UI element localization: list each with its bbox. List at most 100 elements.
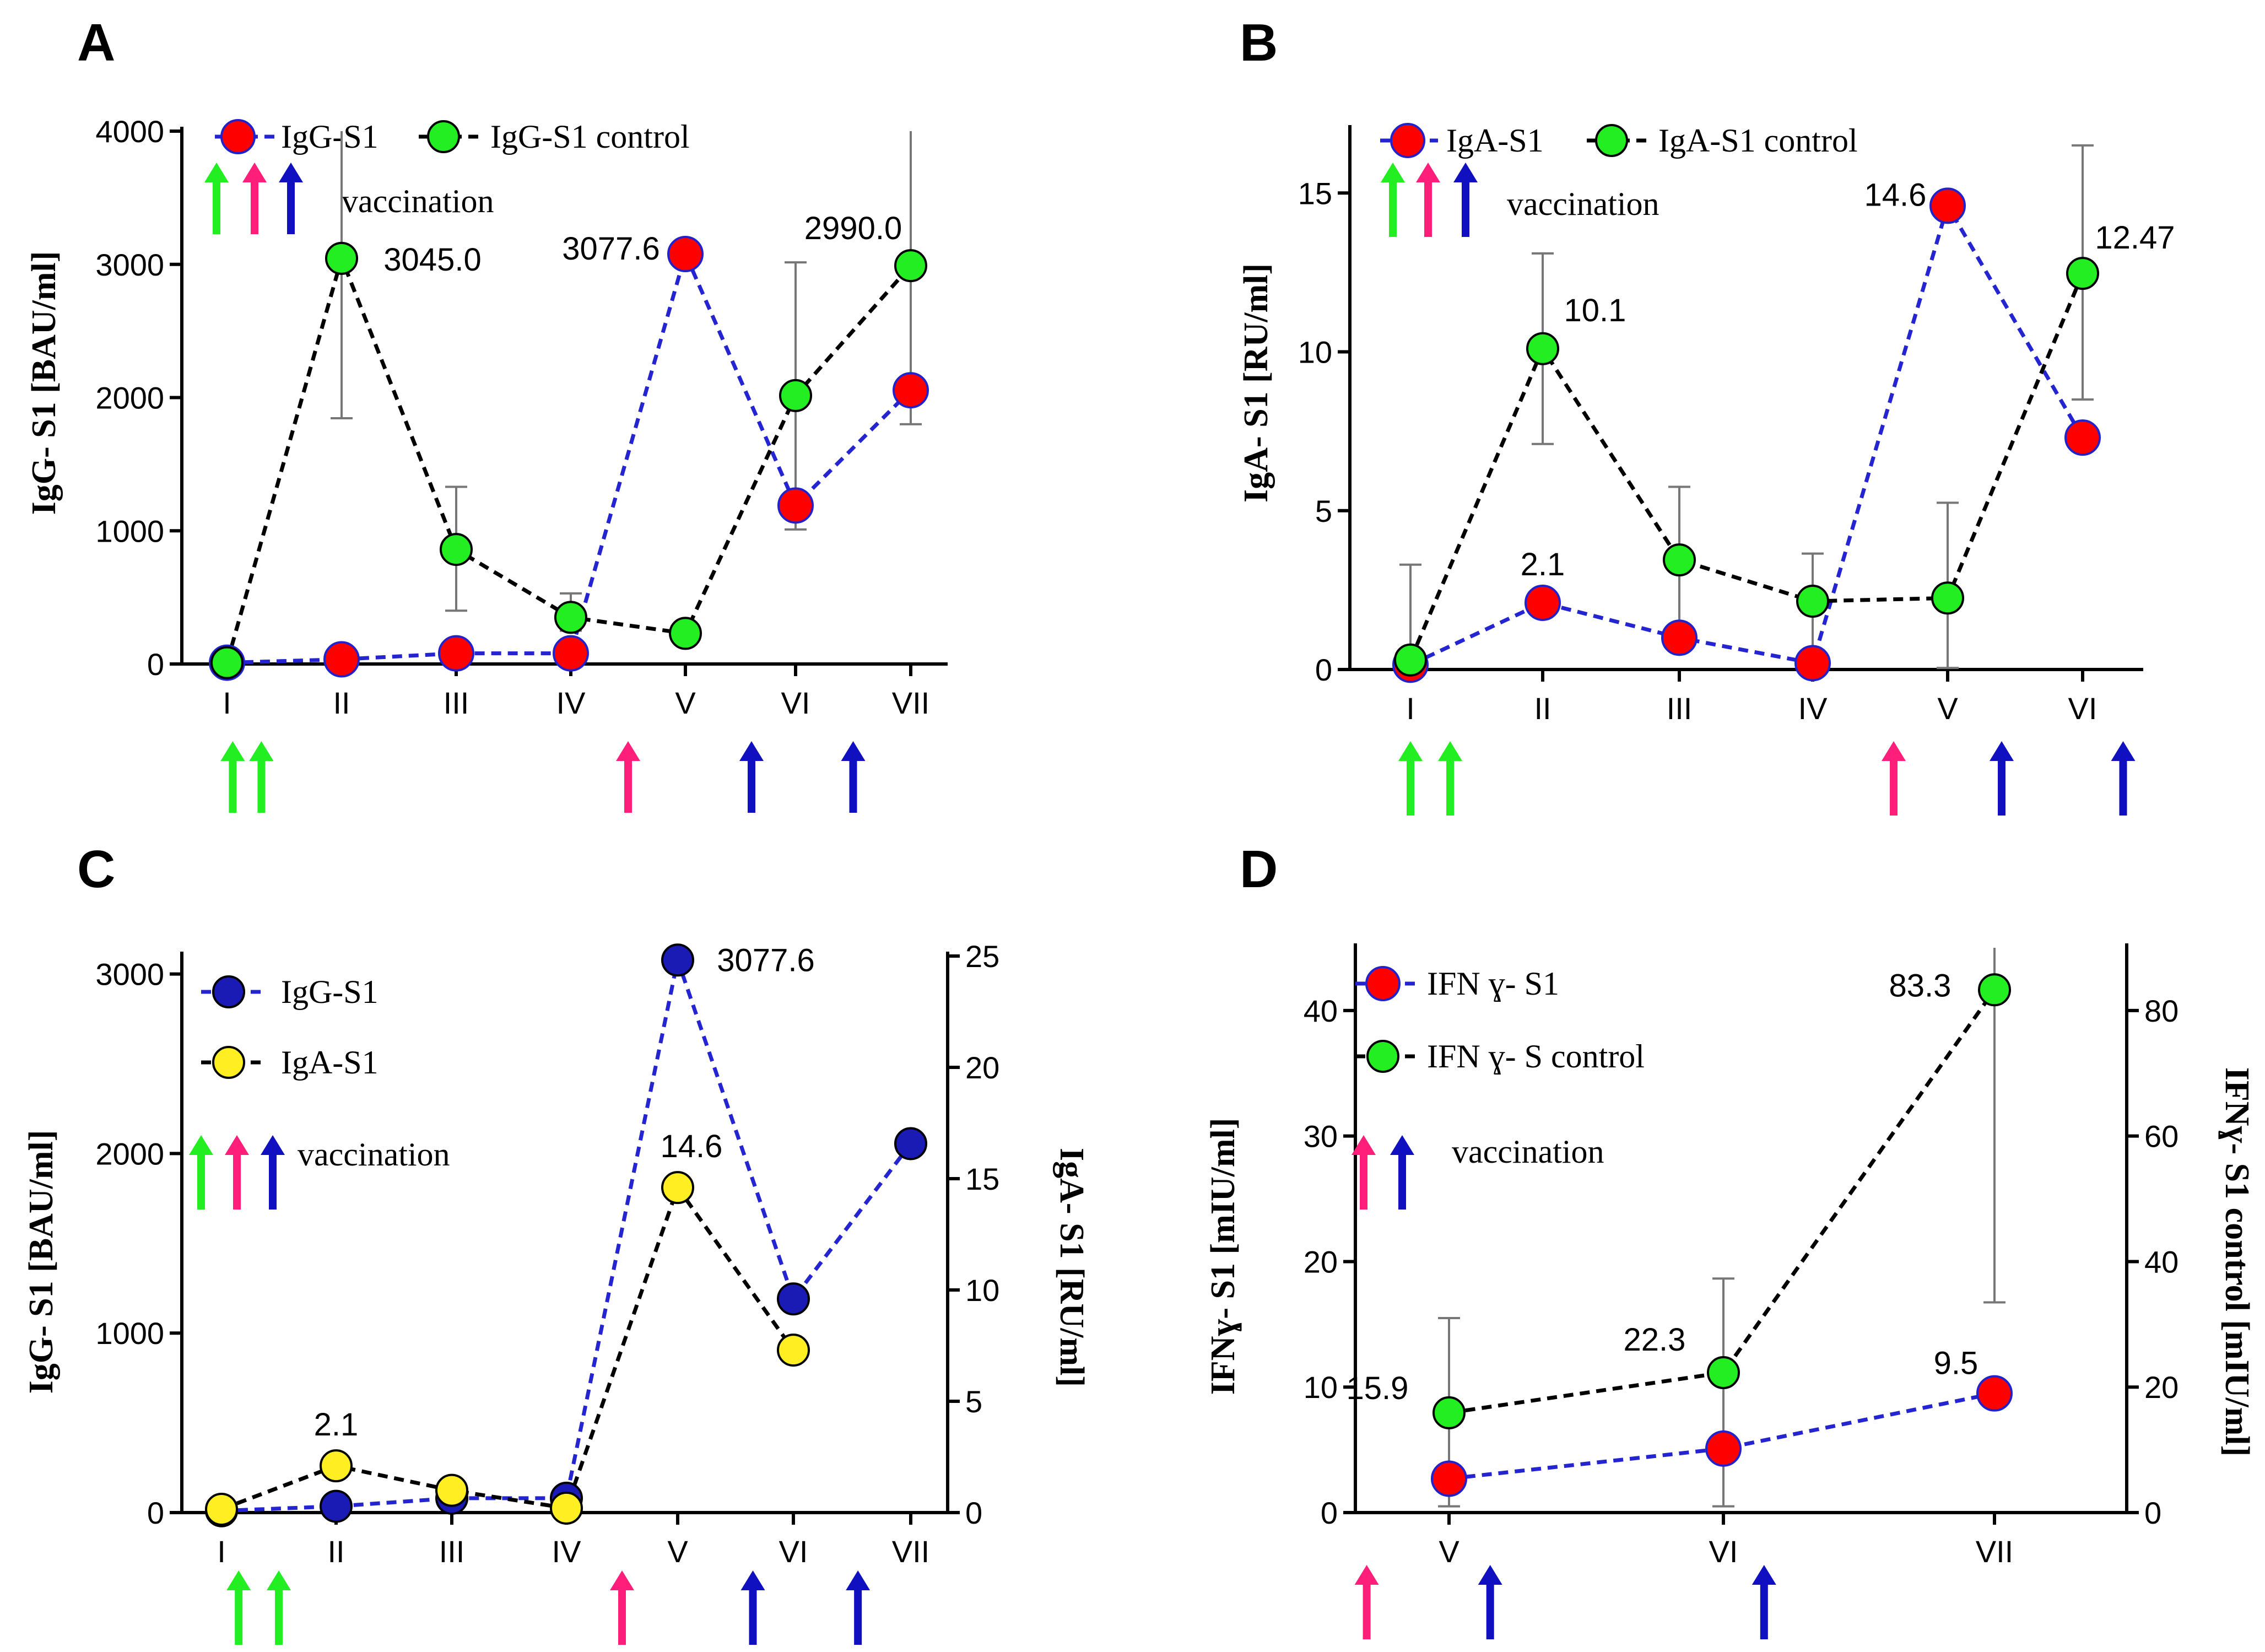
data-point [550,1491,583,1525]
legend-vaccination-arrows [1352,1135,1414,1210]
arrow-shaft [1389,181,1397,237]
y-tick-label: 0 [147,647,164,682]
legend-label-iga-s1: IgA-S1 [281,1044,379,1081]
y-tick-label: 2000 [95,381,164,415]
y-tick-label: 40 [1304,994,1338,1028]
data-label: 10.1 [1564,293,1626,328]
data-point [661,943,694,977]
legend-vaccination-label: vaccination [342,183,494,219]
legend-marker-yellow [212,1046,245,1079]
panel-c-y-axis-label: IgG- S1 [BAU/ml] [23,1130,60,1394]
arrow-shaft [854,1589,862,1645]
data-point [320,1449,353,1483]
vaccination-arrow-green [1398,741,1423,816]
panel-d-vaccination-arrows [1354,1565,1776,1639]
x-tick-label: VI [779,1534,808,1569]
panel-d-title: D [1240,840,1278,899]
arrow-shaft [1398,1154,1406,1210]
data-point [777,1282,810,1316]
panel-c: C IgG- S1 [BAU/ml] IgA- S1 [RU/ml] 0 1000… [23,840,1090,1645]
legend-vaccination-label: vaccination [1452,1133,1604,1170]
vaccination-arrow-blue [740,1570,765,1645]
panel-d-axes: 0 10 20 30 40 0 20 40 60 80 V VI VII [1304,943,2178,1569]
vaccination-arrow-green [249,741,274,813]
data-point [1663,543,1696,577]
legend-label-ifn-s1: IFN ɣ- S1 [1427,965,1559,1002]
arrow-head [739,741,764,761]
arrow-shaft [269,1154,277,1210]
y-tick-label: 30 [1304,1119,1338,1154]
arrow-shaft [2119,760,2127,816]
vaccination-arrow-blue [1990,741,2014,816]
data-label: 14.6 [1864,177,1927,213]
panel-b-y-axis-label: IgA- S1 [RU/ml] [1237,263,1275,503]
data-label: 22.3 [1624,1322,1686,1358]
right-y-tick-label: 0 [965,1496,982,1530]
arrow-shaft [748,760,755,813]
right-y-tick-label: 60 [2144,1119,2178,1154]
right-y-tick-label: 15 [965,1162,999,1196]
series-line [1448,1391,1995,1481]
x-tick-label: I [223,685,231,720]
panel-c-legend: IgG-S1 IgA-S1 vaccination [189,974,450,1210]
data-label: 3045.0 [383,242,481,278]
series-line [1409,201,2085,667]
panel-b-series: 10.1 2.1 14.6 12.47 [1392,144,2175,683]
data-point [1431,1460,1467,1497]
x-tick-label: VI [1709,1534,1738,1569]
data-point [667,235,704,272]
x-tick-label: V [675,685,696,720]
x-tick-label: II [327,1534,344,1569]
data-point [1929,187,1966,224]
data-point [435,1473,468,1507]
right-y-tick-label: 0 [2144,1496,2161,1530]
data-point [777,1334,810,1367]
vaccination-arrow-green [226,1570,251,1645]
panel-a-vaccination-arrows [220,741,866,813]
legend-arrow-blue [261,1135,285,1210]
vaccination-arrow-blue [739,741,764,813]
data-point [669,617,702,650]
legend-arrow-pink [1416,163,1440,237]
data-point [1794,645,1831,682]
arrow-shaft [749,1589,757,1645]
arrow-head [242,163,267,182]
arrow-head [610,1570,634,1590]
x-tick-label: II [1534,691,1551,726]
arrow-head [220,741,245,761]
y-tick-label: 2000 [95,1136,164,1171]
x-tick-label: IV [1798,691,1828,726]
x-tick-label: VII [892,685,929,720]
panel-d: D IFNɣ- S1 [mIU/ml] IFNɣ- S1 control [mI… [1204,840,2256,1639]
data-point [1526,332,1559,365]
y-tick-label: 10 [1304,1370,1338,1405]
data-point [438,635,474,672]
data-point [1525,584,1561,621]
y-tick-label: 3000 [95,957,164,992]
arrow-head [1453,163,1478,182]
y-tick-label: 1000 [95,514,164,548]
panel-b-legend: IgA-S1 IgA-S1 control vaccination [1380,122,1858,237]
arrow-shaft [229,760,237,813]
data-point [1394,643,1427,677]
arrow-head [225,1135,249,1155]
y-tick-label: 3000 [95,247,164,282]
panel-a-series: 3045.0 3077.6 2990.0 [209,131,929,681]
panel-c-series: 3077.6 14.6 2.1 [205,942,927,1527]
legend-vaccination-arrows [204,163,303,234]
data-point [894,249,927,283]
x-tick-label: III [1667,691,1693,726]
arrow-head [846,1570,871,1590]
x-tick-label: III [439,1534,465,1569]
data-point [779,379,812,412]
data-point [661,1171,694,1205]
x-tick-label: V [1937,691,1958,726]
arrow-head [1398,741,1423,761]
arrow-head [1354,1565,1379,1585]
data-label: 2.1 [314,1407,359,1443]
right-y-tick-label: 20 [2144,1370,2178,1405]
arrow-head [1752,1565,1776,1585]
arrow-head [2111,741,2136,761]
